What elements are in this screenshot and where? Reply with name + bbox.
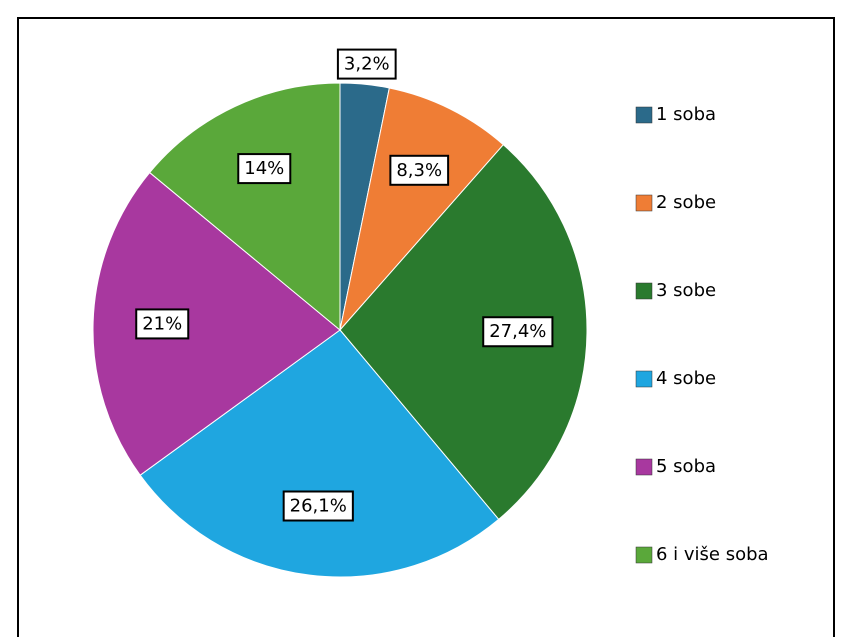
legend-swatch (635, 282, 653, 300)
data-label: 21% (142, 313, 182, 334)
data-label: 14% (244, 158, 284, 179)
pie-slice (339, 144, 588, 521)
legend-label: 3 sobe (656, 280, 716, 301)
legend-swatch (635, 106, 653, 124)
pie-slice (92, 171, 341, 476)
data-label-box (135, 308, 190, 340)
pie-slice (339, 87, 505, 332)
pie-slice (139, 329, 500, 578)
legend-label: 4 sobe (656, 368, 716, 389)
legend-label: 2 sobe (656, 192, 716, 213)
legend-swatch (635, 546, 653, 564)
data-label: 8,3% (396, 160, 442, 181)
data-label-box (336, 48, 397, 80)
data-label-box (389, 154, 450, 186)
legend-label: 6 i više soba (656, 544, 769, 565)
data-label: 27,4% (489, 321, 546, 342)
legend-swatch (635, 370, 653, 388)
data-label: 3,2% (344, 54, 390, 75)
legend-swatch (635, 194, 653, 212)
legend-label: 5 soba (656, 456, 716, 477)
legend-label: 1 soba (656, 104, 716, 125)
pie-slice (148, 82, 341, 332)
data-label-box (482, 316, 554, 348)
data-label: 26,1% (290, 496, 347, 517)
legend-swatch (635, 458, 653, 476)
data-label-box (282, 490, 354, 522)
data-label-box (237, 153, 292, 185)
